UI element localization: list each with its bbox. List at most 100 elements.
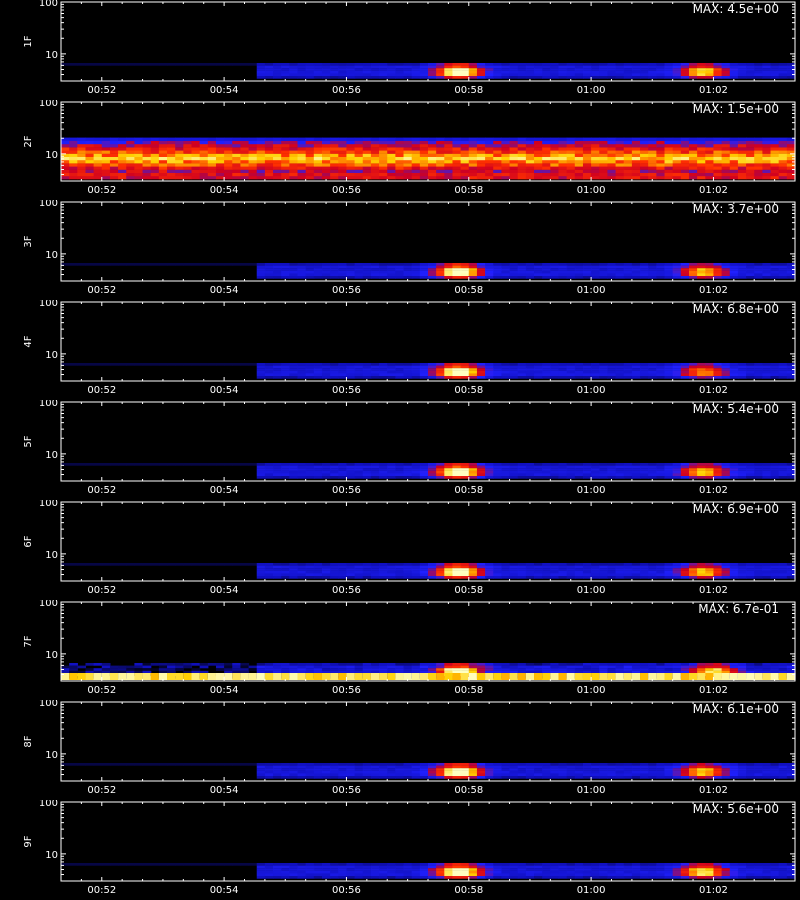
max-value-label: MAX: 3.7e+00: [693, 202, 779, 216]
heatmap-cell: [338, 169, 348, 173]
heatmap-cell: [224, 150, 233, 154]
heatmap-cell: [623, 776, 633, 779]
heatmap-cell: [623, 565, 633, 569]
heatmap-cell: [607, 765, 617, 769]
heatmap-cell: [697, 668, 706, 671]
x-tick-label: 01:00: [577, 585, 606, 596]
heatmap-cell: [362, 868, 372, 871]
heatmap-cell: [688, 270, 698, 274]
heatmap-cell: [289, 365, 299, 369]
heatmap-cell: [85, 172, 95, 177]
heatmap-cell: [493, 770, 502, 774]
heatmap-cell: [591, 150, 600, 154]
heatmap-cell: [436, 365, 445, 369]
heatmap-cell: [134, 663, 144, 666]
heatmap-cell: [436, 868, 445, 871]
heatmap-cell: [444, 73, 454, 77]
heatmap-cell: [672, 137, 682, 141]
heatmap-cell: [354, 563, 364, 566]
heatmap-cell: [297, 153, 307, 157]
heatmap-cell: [648, 276, 657, 279]
heatmap-cell: [452, 665, 462, 669]
heatmap-cell: [419, 73, 429, 77]
heatmap-cell: [525, 763, 535, 766]
heatmap-cell: [517, 768, 527, 771]
heatmap-cell: [501, 273, 511, 277]
heatmap-cell: [403, 268, 413, 271]
heatmap-cell: [175, 63, 184, 66]
heatmap-cell: [428, 573, 437, 577]
heatmap-cell: [493, 563, 502, 566]
heatmap-cell: [362, 476, 372, 479]
heatmap-cell: [452, 368, 462, 371]
heatmap-cell: [452, 768, 462, 771]
heatmap-cell: [648, 156, 657, 161]
heatmap-cell: [599, 873, 609, 877]
heatmap-cell: [485, 273, 494, 277]
heatmap-cell: [485, 376, 494, 379]
heatmap-cell: [525, 665, 535, 669]
heatmap-cell: [558, 870, 568, 874]
heatmap-cell: [61, 176, 70, 180]
heatmap-cell: [770, 673, 780, 680]
heatmap-cell: [264, 568, 274, 571]
heatmap-cell: [403, 169, 413, 173]
heatmap-cell: [754, 463, 763, 466]
heatmap-cell: [746, 876, 755, 879]
heatmap-cell: [509, 273, 519, 277]
heatmap-cell: [631, 368, 641, 371]
heatmap-cell: [419, 668, 429, 671]
heatmap-cell: [346, 273, 356, 277]
heatmap-cell: [582, 63, 592, 66]
heatmap-cell: [77, 163, 87, 167]
heatmap-cell: [77, 156, 87, 161]
heatmap-cell: [289, 176, 299, 180]
heatmap-cell: [273, 463, 282, 466]
heatmap-cell: [648, 668, 657, 671]
heatmap-cell: [680, 263, 690, 266]
heatmap-cell: [273, 670, 282, 674]
heatmap-cell: [697, 568, 706, 571]
heatmap-cell: [379, 365, 388, 369]
heatmap-cell: [631, 65, 641, 69]
heatmap-cell: [305, 663, 315, 666]
heatmap-cell: [289, 166, 299, 170]
heatmap-cell: [313, 765, 323, 769]
heatmap-cell: [713, 268, 723, 271]
heatmap-cell: [264, 773, 274, 777]
heatmap-cell: [346, 363, 356, 366]
heatmap-cell: [574, 573, 584, 577]
heatmap-cell: [289, 376, 299, 379]
heatmap-cell: [338, 365, 348, 369]
heatmap-cell: [729, 465, 739, 469]
heatmap-cell: [754, 368, 763, 371]
heatmap-cell: [85, 670, 95, 674]
heatmap-cell: [631, 665, 641, 669]
heatmap-cell: [452, 370, 462, 374]
heatmap-cell: [623, 663, 633, 666]
heatmap-cell: [346, 144, 356, 148]
heatmap-cell: [109, 665, 119, 669]
heatmap-cell: [697, 370, 706, 374]
heatmap-cell: [85, 463, 95, 466]
heatmap-cell: [436, 370, 445, 374]
heatmap-cell: [558, 169, 568, 173]
heatmap-cell: [550, 268, 560, 271]
heatmap-cell: [778, 473, 788, 477]
heatmap-cell: [623, 770, 633, 774]
heatmap-cell: [680, 169, 690, 173]
heatmap-cell: [289, 65, 299, 69]
heatmap-cell: [770, 373, 780, 377]
heatmap-cell: [778, 773, 788, 777]
heatmap-cell: [215, 137, 225, 141]
heatmap-cell: [656, 563, 666, 566]
heatmap-cell: [387, 265, 396, 269]
heatmap-cell: [558, 776, 568, 779]
heatmap-cell: [150, 176, 160, 180]
heatmap-cell: [77, 863, 87, 866]
heatmap-cell: [550, 865, 560, 869]
heatmap-cell: [297, 370, 307, 374]
heatmap-cell: [550, 863, 560, 866]
heatmap-cell: [305, 147, 315, 151]
x-tick-label: 00:54: [210, 185, 239, 196]
